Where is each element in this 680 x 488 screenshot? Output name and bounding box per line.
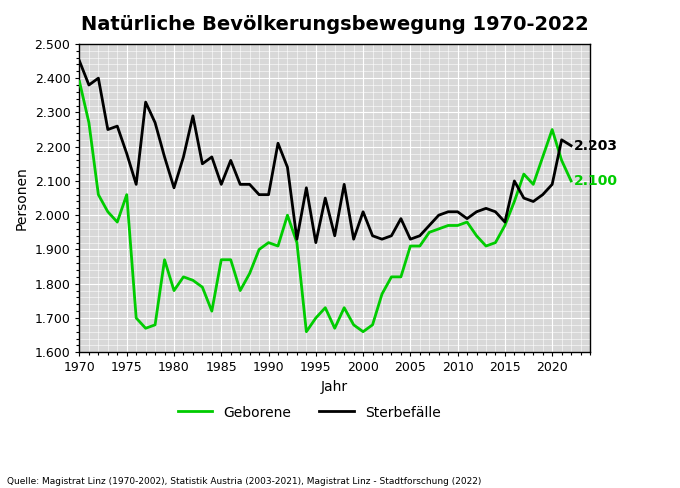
Sterbefälle	[520, 195, 528, 201]
Geborene	[75, 79, 84, 84]
Title: Natürliche Bevölkerungsbewegung 1970-2022: Natürliche Bevölkerungsbewegung 1970-202…	[81, 15, 589, 34]
Geborene	[520, 171, 528, 177]
Geborene	[463, 219, 471, 225]
Geborene	[378, 291, 386, 297]
Sterbefälle	[369, 233, 377, 239]
Geborene	[207, 308, 216, 314]
Geborene	[303, 329, 311, 335]
Line: Geborene: Geborene	[80, 81, 571, 332]
Sterbefälle	[75, 58, 84, 64]
Legend: Geborene, Sterbefälle: Geborene, Sterbefälle	[172, 399, 446, 425]
Geborene	[567, 178, 575, 184]
X-axis label: Jahr: Jahr	[321, 380, 348, 394]
Sterbefälle	[567, 142, 575, 148]
Line: Sterbefälle: Sterbefälle	[80, 61, 571, 243]
Geborene	[397, 274, 405, 280]
Sterbefälle	[378, 236, 386, 242]
Sterbefälle	[207, 154, 216, 160]
Text: 2.203: 2.203	[574, 139, 618, 153]
Y-axis label: Personen: Personen	[15, 166, 29, 230]
Text: Quelle: Magistrat Linz (1970-2002), Statistik Austria (2003-2021), Magistrat Lin: Quelle: Magistrat Linz (1970-2002), Stat…	[7, 477, 481, 486]
Sterbefälle	[397, 216, 405, 222]
Sterbefälle	[463, 216, 471, 222]
Sterbefälle	[311, 240, 320, 245]
Geborene	[369, 322, 377, 328]
Text: 2.100: 2.100	[574, 174, 618, 188]
